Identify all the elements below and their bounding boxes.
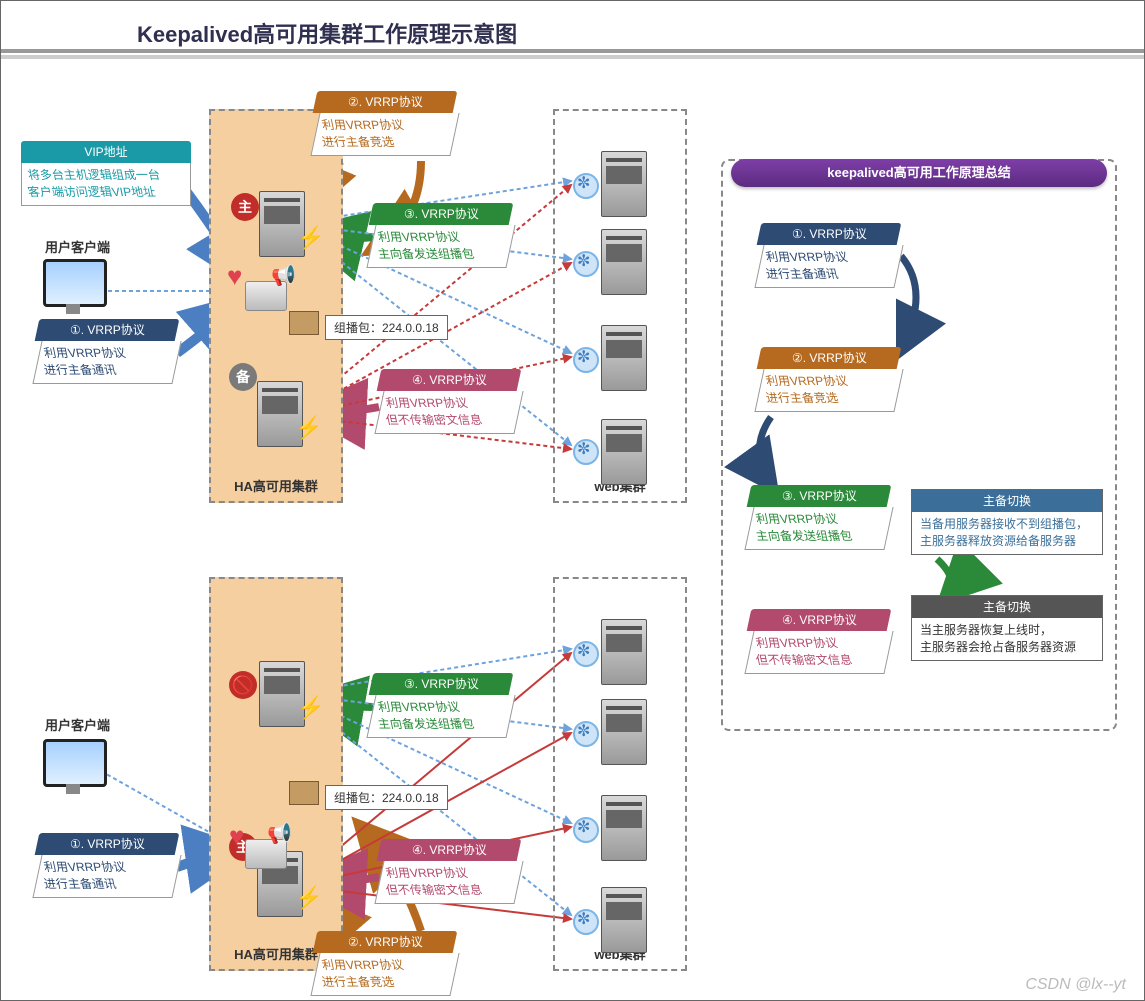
vrrp3-bot: ③. VRRP协议 利用VRRP协议主向备发送组播包 — [371, 673, 511, 738]
gear-icon — [573, 251, 599, 277]
gear-icon — [573, 347, 599, 373]
client-monitor-top — [43, 259, 107, 307]
zap-icon: ⚡ — [297, 695, 324, 721]
ban-badge: 🚫 — [229, 671, 257, 699]
title-underline — [1, 49, 1145, 63]
diagram-root: Keepalived高可用集群工作原理示意图 — [0, 0, 1145, 1001]
gear-icon — [573, 721, 599, 747]
zap-icon: ⚡ — [295, 415, 322, 441]
client-label-top: 用户客户端 — [45, 237, 110, 256]
gear-icon — [573, 173, 599, 199]
web-server — [601, 795, 647, 861]
heart-icon: ♥ — [229, 821, 244, 852]
summary-vrrp3: ③. VRRP协议 利用VRRP协议主向备发送组播包 — [749, 485, 889, 550]
vip-box: VIP地址 将多台主机逻辑组成一台客户端访问逻辑VIP地址 — [21, 141, 191, 206]
web-server — [601, 151, 647, 217]
title-bar: Keepalived高可用集群工作原理示意图 — [1, 9, 1144, 49]
summary-title: keepalived高可用工作原理总结 — [731, 159, 1107, 187]
backup-badge-top: 备 — [229, 363, 257, 391]
gear-icon — [573, 909, 599, 935]
gear-icon — [573, 439, 599, 465]
heart-icon: ♥ — [227, 261, 242, 292]
page-title: Keepalived高可用集群工作原理示意图 — [137, 17, 517, 49]
zap-icon: ⚡ — [295, 885, 322, 911]
summary-switch2: 主备切换 当主服务器恢复上线时，主服务器会抢占备服务器资源 — [911, 595, 1103, 661]
megaphone-icon: 📢 — [271, 263, 296, 288]
client-label-bot: 用户客户端 — [45, 715, 110, 734]
vip-title: VIP地址 — [84, 141, 127, 163]
web-server — [601, 887, 647, 953]
zap-icon: ⚡ — [297, 225, 324, 251]
vrrp4-bot: ④. VRRP协议 利用VRRP协议但不传输密文信息 — [379, 839, 519, 904]
client-monitor-bot — [43, 739, 107, 787]
gear-icon — [573, 817, 599, 843]
multicast-box-icon — [289, 311, 319, 335]
ha-label-top: HA高可用集群 — [211, 476, 341, 495]
summary-switch1: 主备切换 当备用服务器接收不到组播包，主服务器释放资源给备服务器 — [911, 489, 1103, 555]
vrrp1-bot: ①. VRRP协议 利用VRRP协议进行主备通讯 — [37, 833, 177, 898]
gear-icon — [573, 641, 599, 667]
web-server — [601, 419, 647, 485]
multicast-box-icon — [289, 781, 319, 805]
vrrp2-top: ②. VRRP协议 利用VRRP协议进行主备竞选 — [315, 91, 455, 156]
multicast-label-top: 组播包：224.0.0.18 — [325, 315, 448, 340]
vrrp4-top: ④. VRRP协议 利用VRRP协议但不传输密文信息 — [379, 369, 519, 434]
vrrp2-bot: ②. VRRP协议 利用VRRP协议进行主备竞选 — [315, 931, 455, 996]
vrrp3-top: ③. VRRP协议 利用VRRP协议主向备发送组播包 — [371, 203, 511, 268]
megaphone-icon: 📢 — [267, 821, 292, 846]
web-server — [601, 699, 647, 765]
watermark: CSDN @lx--yt — [1025, 976, 1126, 994]
web-server — [601, 325, 647, 391]
web-server — [601, 619, 647, 685]
multicast-label-bot: 组播包：224.0.0.18 — [325, 785, 448, 810]
summary-vrrp1: ①. VRRP协议 利用VRRP协议进行主备通讯 — [759, 223, 899, 288]
summary-vrrp2: ②. VRRP协议 利用VRRP协议进行主备竞选 — [759, 347, 899, 412]
master-badge-top: 主 — [231, 193, 259, 221]
summary-vrrp4: ④. VRRP协议 利用VRRP协议但不传输密文信息 — [749, 609, 889, 674]
vrrp1-top: ①. VRRP协议 利用VRRP协议进行主备通讯 — [37, 319, 177, 384]
web-server — [601, 229, 647, 295]
